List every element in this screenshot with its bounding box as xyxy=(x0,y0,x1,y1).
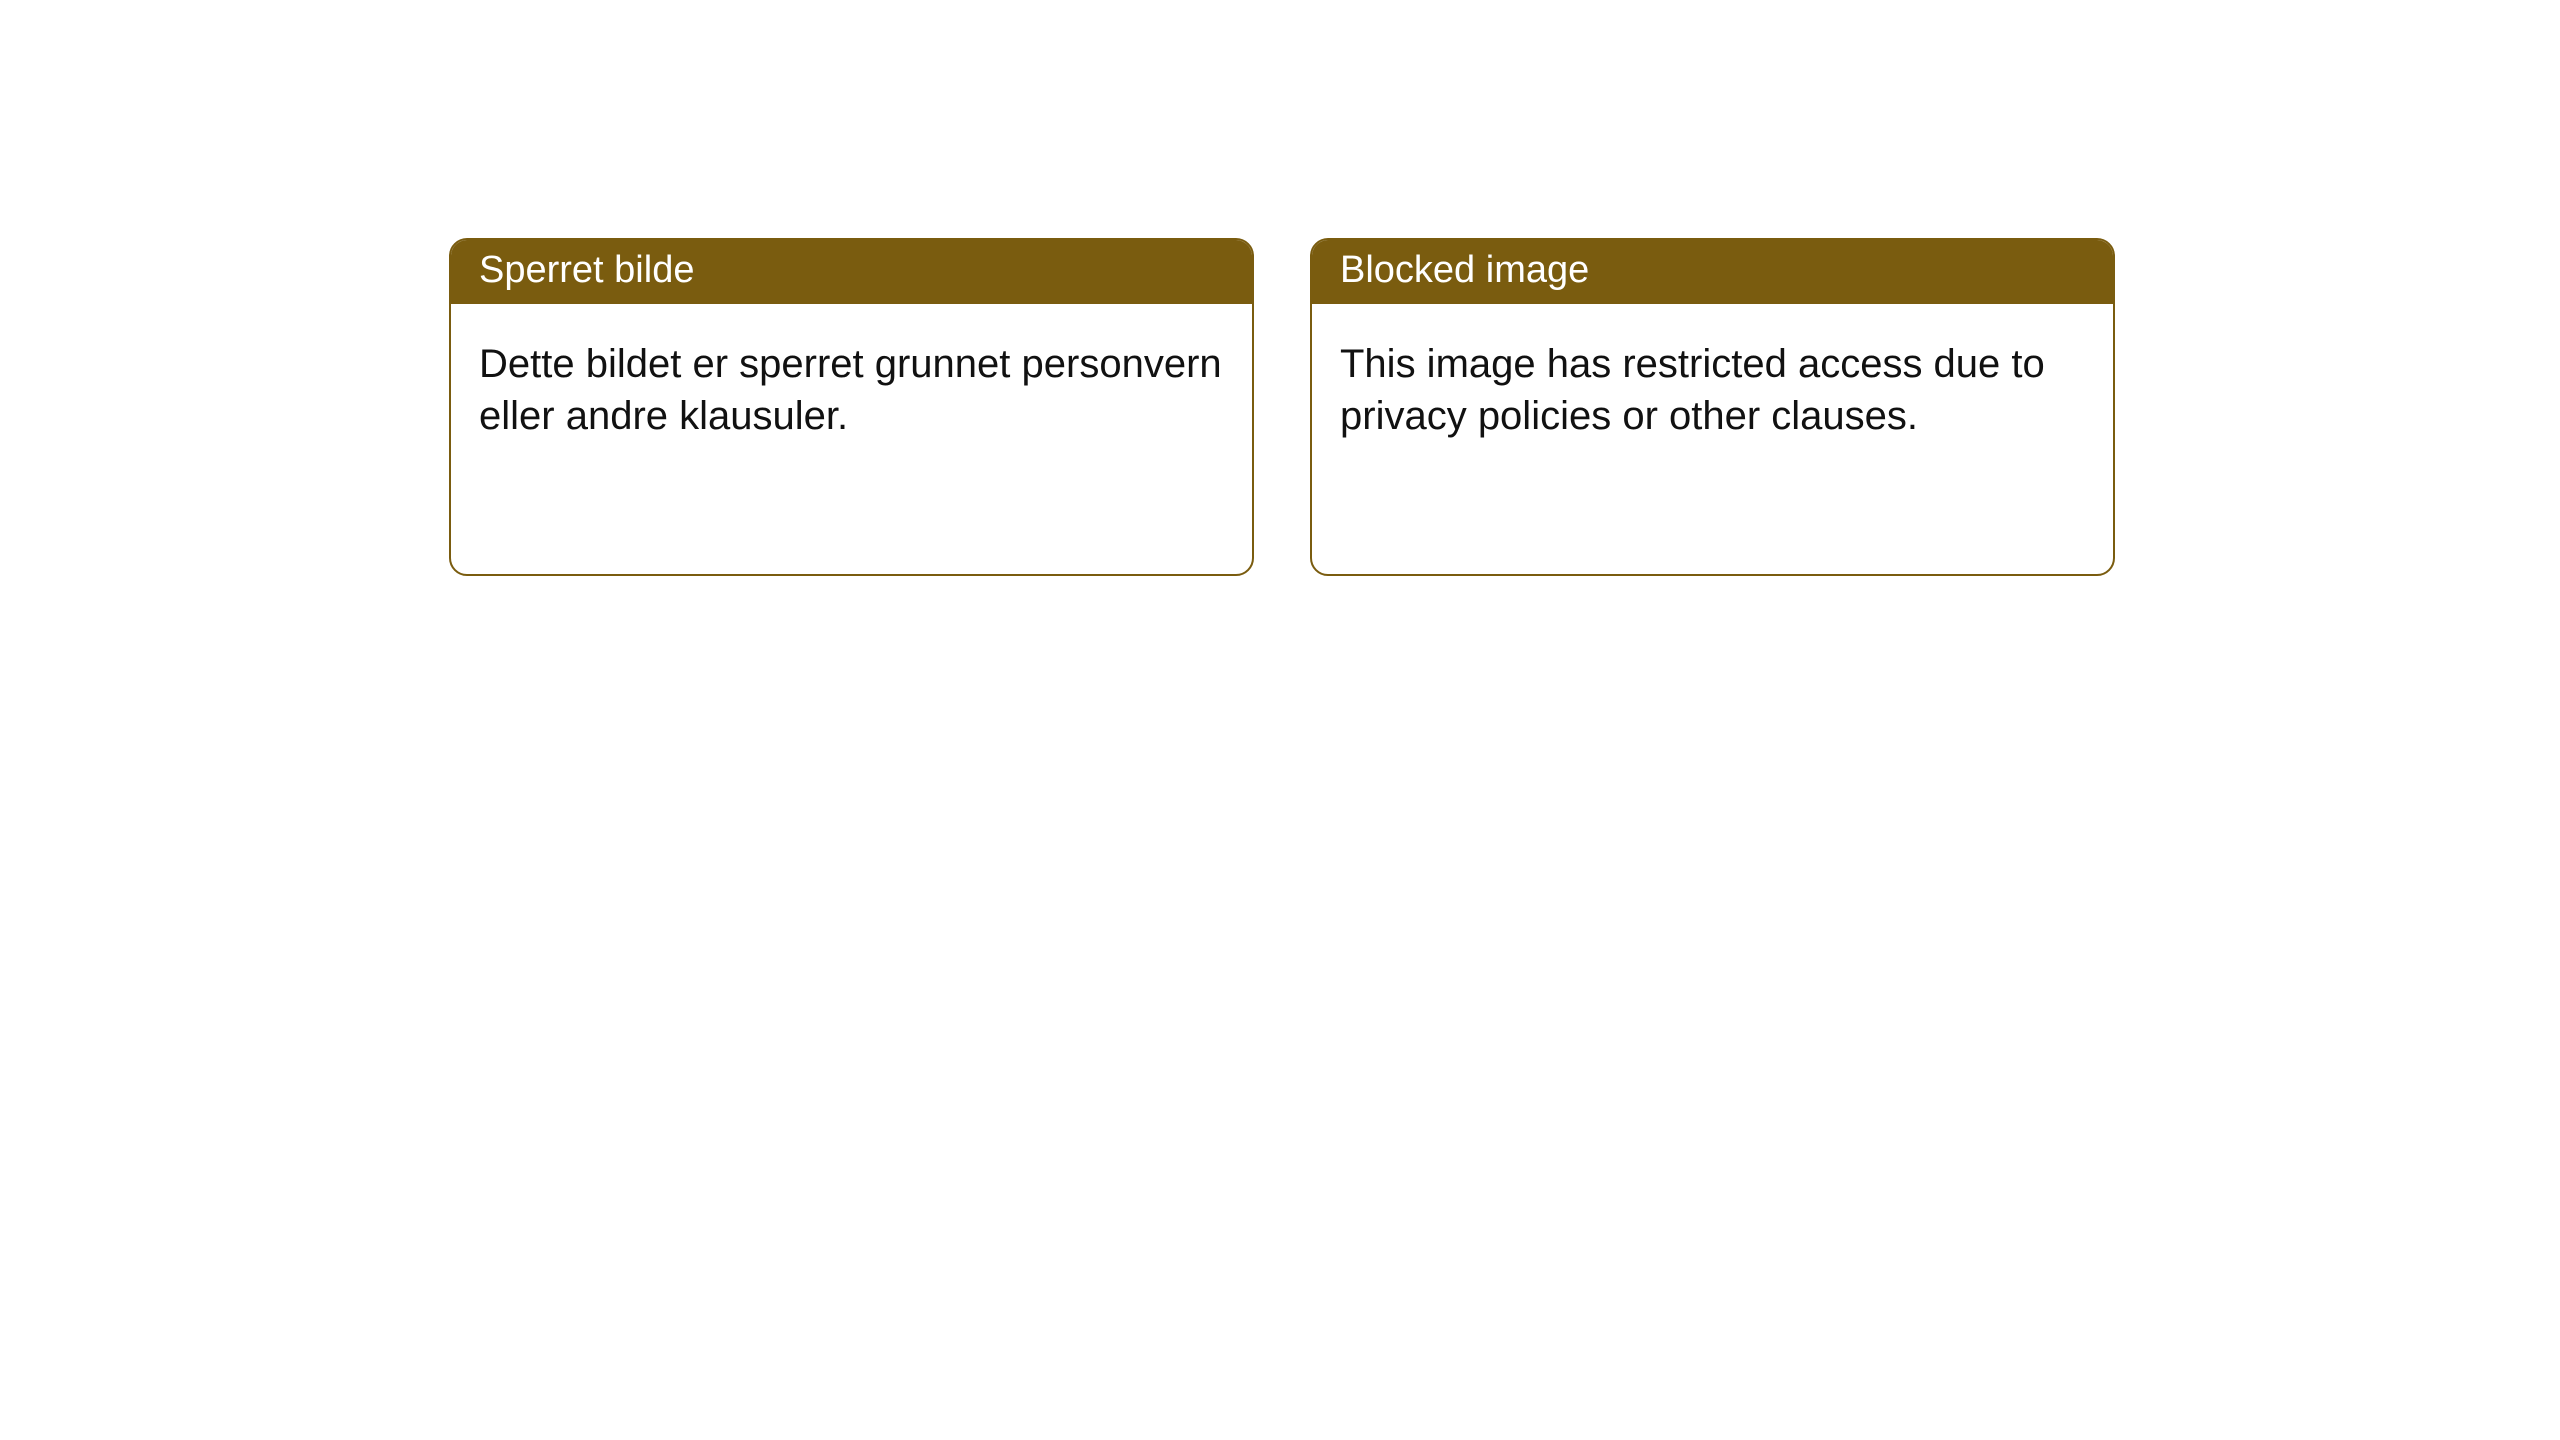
notice-container: Sperret bilde Dette bildet er sperret gr… xyxy=(0,0,2560,576)
notice-title: Blocked image xyxy=(1312,240,2113,304)
notice-body: Dette bildet er sperret grunnet personve… xyxy=(451,304,1252,470)
notice-card-norwegian: Sperret bilde Dette bildet er sperret gr… xyxy=(449,238,1254,576)
notice-title: Sperret bilde xyxy=(451,240,1252,304)
notice-body: This image has restricted access due to … xyxy=(1312,304,2113,470)
notice-card-english: Blocked image This image has restricted … xyxy=(1310,238,2115,576)
